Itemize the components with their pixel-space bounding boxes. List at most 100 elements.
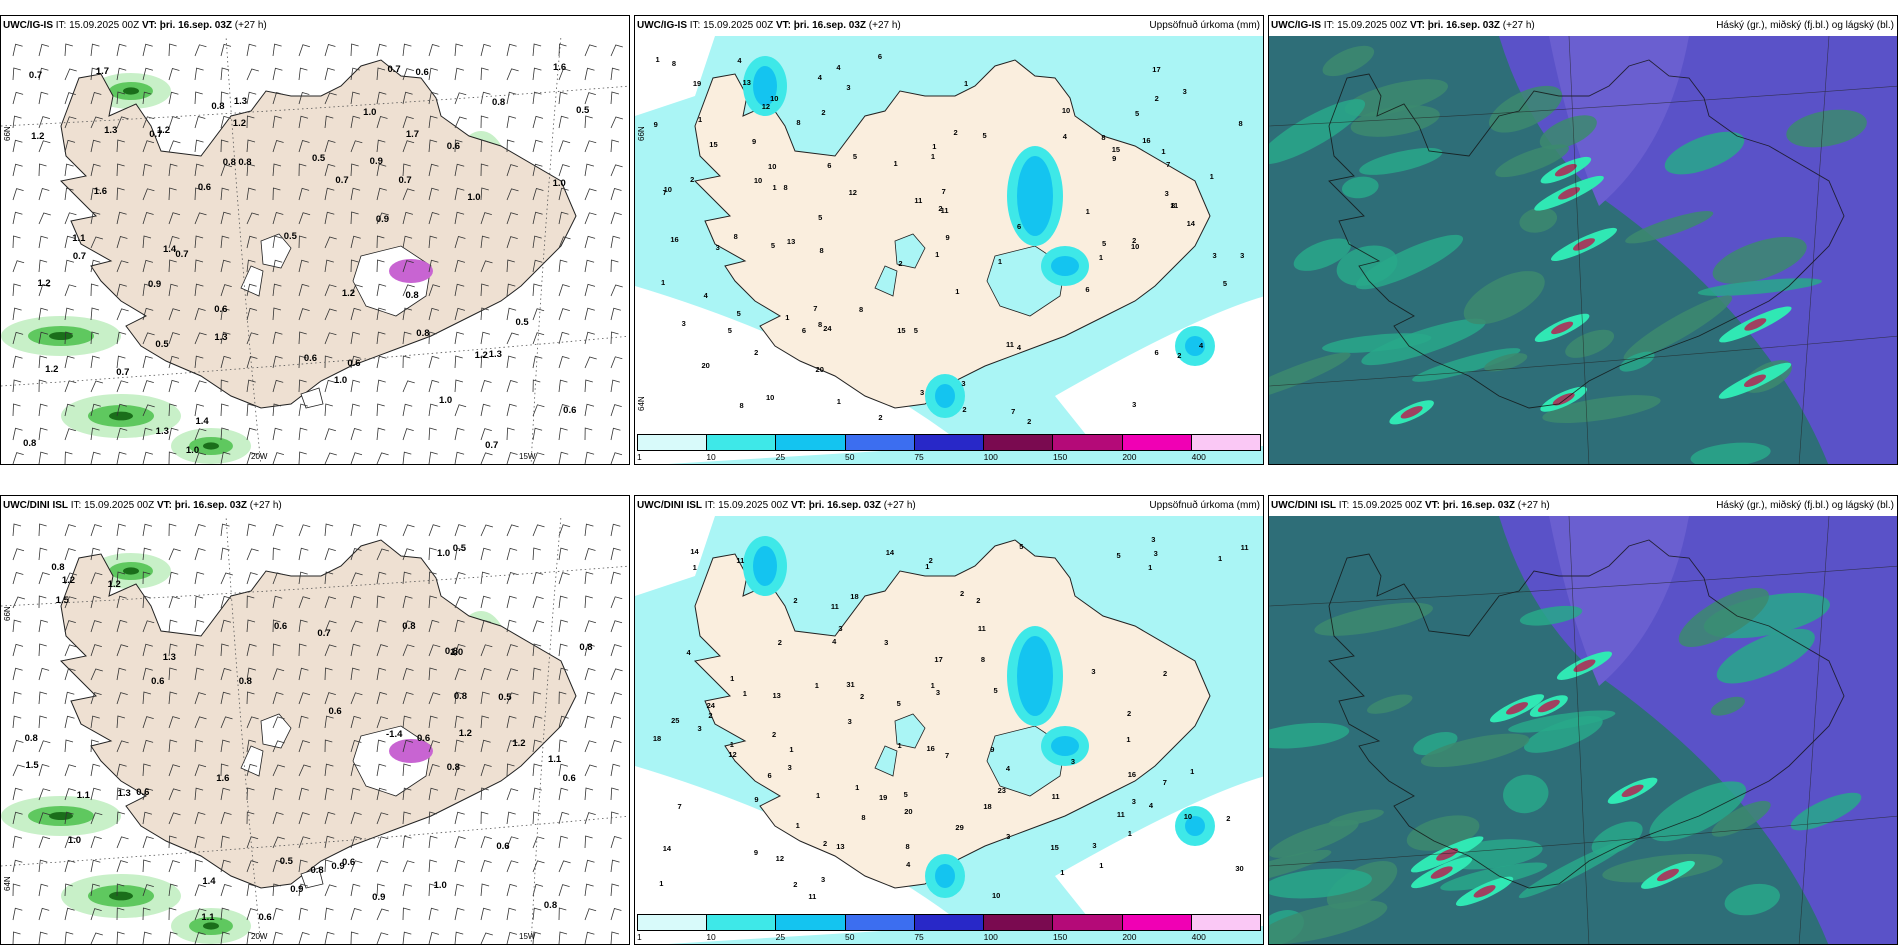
precip-value-label: 0.5: [498, 691, 512, 703]
precip-amount-label: 8: [671, 58, 677, 68]
precip-amount-label: 3: [697, 723, 702, 733]
precip-amount-label: 6: [1154, 348, 1159, 358]
precip-value-label: 0.8: [402, 621, 416, 633]
precip-amount-label: 3: [1006, 832, 1011, 841]
colorbar-tick: 50: [845, 452, 855, 462]
precip-amount-label: 10: [768, 162, 777, 172]
precip-amount-label: 4: [1062, 131, 1067, 141]
axis-label: 66N: [3, 606, 12, 621]
precip-amount-label: 5: [852, 151, 858, 161]
precip-amount-label: 18: [652, 733, 662, 743]
precip-amount-label: 2: [772, 730, 777, 740]
glacier: [240, 745, 264, 777]
precip-value-label: 0.6: [258, 911, 272, 923]
field-title: Uppsöfnuð úrkoma (mm): [1149, 20, 1260, 31]
precip-amount-label: 3: [1070, 757, 1075, 767]
precip-value-label: 1.1: [72, 233, 86, 245]
precip-amount-label: 5: [736, 308, 741, 318]
model-name: UWC/IG-IS: [1271, 20, 1321, 31]
precip-amount-label: 11: [1006, 339, 1014, 349]
colorbar-swatch: [984, 435, 1054, 450]
wind-barbs: [12, 43, 624, 464]
panel-header: UWC/DINI ISL IT: 15.09.2025 00Z VT: þri.…: [1, 496, 629, 516]
precip-amount-label: 12: [848, 187, 857, 197]
precip-value-label: 0.7: [175, 249, 189, 261]
lead-time: (+27 h): [868, 20, 901, 31]
precip-amount-label: 5: [818, 212, 823, 222]
precip-value-label: 0.6: [416, 732, 431, 744]
precip-amount-label: 3: [1132, 399, 1137, 409]
colorbar-tick: 200: [1122, 452, 1137, 462]
precip-value-label: 1.1: [547, 753, 562, 765]
precip-amount-label: 10: [1131, 242, 1140, 252]
precip-amount-label: 8: [1171, 200, 1176, 210]
field-title: Uppsöfnuð úrkoma (mm): [1149, 500, 1260, 511]
precip-value-label: 0.8: [211, 101, 225, 113]
precip-value-label: 0.6: [328, 705, 342, 717]
init-time: IT: 15.09.2025 00Z: [689, 20, 774, 31]
precip-amount-label: 18: [850, 592, 859, 602]
precip-amount-label: 9: [752, 136, 757, 146]
precip-amount-label: 4: [1016, 342, 1022, 352]
colorbar-swatch: [1122, 915, 1192, 930]
precip-amount-label: 8: [861, 812, 866, 822]
precip-value-label: 1.4: [202, 875, 216, 887]
precip-amount-label: 2: [1027, 416, 1032, 426]
precip-amount-label: 1: [1148, 563, 1153, 573]
colorbar-swatch: [1053, 915, 1123, 930]
precip-amount-label: 2: [1162, 669, 1168, 679]
precip-amount-label: 2: [928, 556, 933, 566]
precip-value-label: 0.6: [496, 840, 510, 852]
axis-label: 20W: [251, 452, 268, 461]
precip-amount-label: 1: [855, 782, 860, 792]
precip-amount-label: 2: [878, 412, 883, 422]
precip-amount-label: 2: [793, 879, 798, 889]
precip-value-label: 1.2: [61, 574, 76, 586]
precip-amount-label: 3: [1151, 535, 1156, 545]
cloud-grid: [1269, 35, 1897, 464]
precip-value-label: 1.5: [25, 760, 39, 772]
map-panel-cloud: UWC/DINI ISL IT: 15.09.2025 00Z VT: þri.…: [1268, 495, 1898, 945]
colorbar-swatch: [1191, 435, 1260, 450]
precip-amount-label: 10: [1061, 105, 1071, 115]
precip-amount-label: 8: [905, 842, 910, 852]
precip-amount-label: 5: [913, 325, 918, 335]
colorbar-swatch: [638, 435, 708, 450]
precip-amount-label: 8: [783, 183, 788, 193]
precip-amount-label: 5: [982, 131, 987, 141]
precip-amount-label: 1: [997, 256, 1002, 266]
dry-areas: [635, 516, 1263, 944]
precip-amount-label: 1: [963, 78, 969, 88]
precip-amount-label: 4: [686, 648, 691, 658]
precip-amount-label: 11: [1170, 201, 1179, 211]
precip-amount-label: 7: [1162, 778, 1167, 788]
precip-amount-label: 13: [786, 236, 796, 246]
field-title: Háský (gr.), miðský (fj.bl.) og lágský (…: [1716, 20, 1894, 31]
precip-amount-label: 3: [1131, 797, 1136, 807]
precip-amount-label: 19: [878, 793, 888, 803]
precip-value-label: 0.8: [24, 733, 38, 745]
precip-amount-label: 20: [904, 807, 913, 817]
iceland-land: [59, 59, 577, 409]
precip-amount-label: 6: [1017, 222, 1022, 232]
precip-amount-label: 20: [815, 365, 824, 375]
precip-amount-label: 1: [932, 141, 937, 151]
precip-amount-label: 1: [1209, 171, 1214, 181]
precip-amount-label: 5: [1019, 542, 1024, 552]
colorbar-swatch: [776, 435, 846, 450]
precip-amount-label: 9: [754, 795, 759, 805]
precip-amount-label: 6: [827, 160, 832, 170]
colorbar-swatch: [914, 435, 985, 450]
precip-amount-label: 1: [935, 250, 940, 260]
glacier: [874, 745, 898, 777]
precip-amount-label: 3: [681, 319, 686, 329]
precip-value-label: 0.9: [375, 213, 390, 225]
precip-value-label: 1.7: [95, 65, 110, 77]
lead-time: (+27 h): [1517, 500, 1550, 511]
precip-amount-label: 2: [898, 259, 903, 269]
precip-amount-label: 1: [955, 287, 960, 297]
map-canvas: [1269, 515, 1897, 944]
precip-value-label: 1.2: [156, 125, 171, 137]
precip-value-label: 1.0: [67, 834, 82, 846]
precip-value-label: 1.0: [333, 374, 348, 386]
